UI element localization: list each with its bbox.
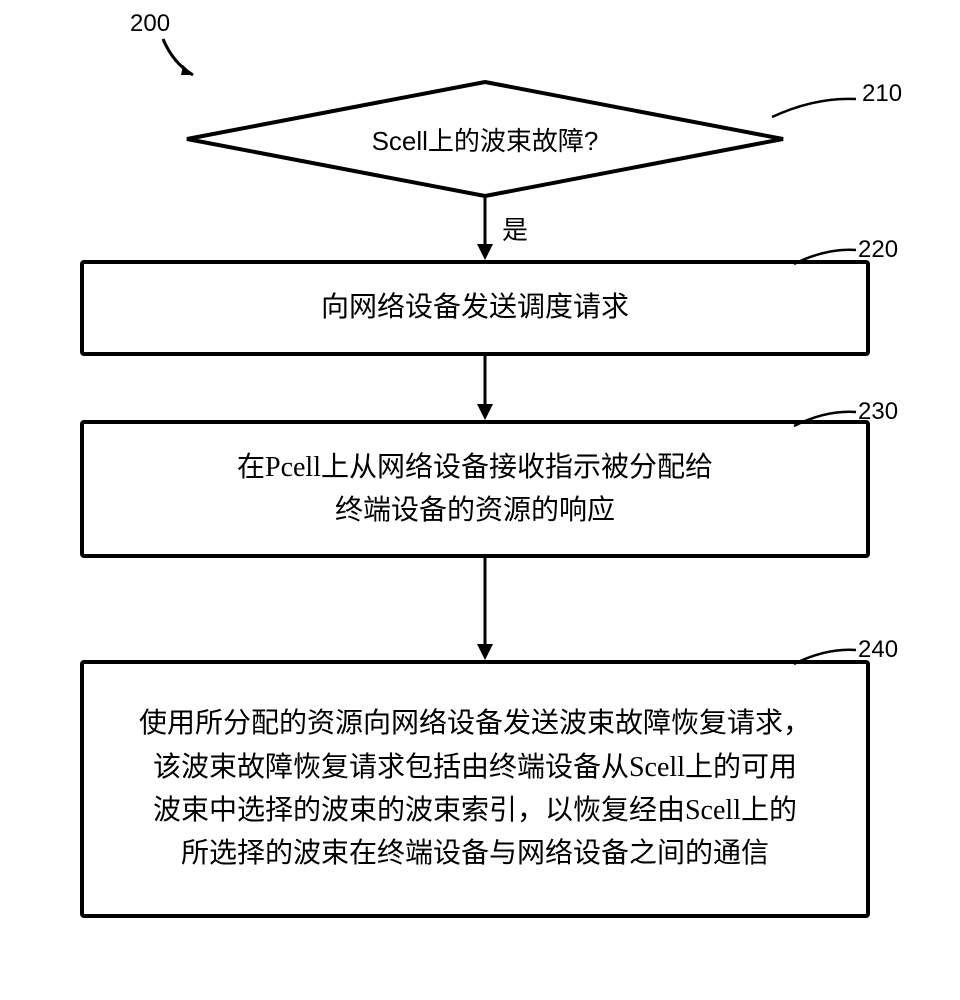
- decision-ref-leader: [770, 95, 860, 125]
- step1-ref-leader: [792, 246, 860, 268]
- decision-ref-label: 210: [862, 80, 902, 108]
- step1-box: 向网络设备发送调度请求: [80, 260, 870, 356]
- step3-line4: 所选择的波束在终端设备与网络设备之间的通信: [181, 838, 769, 869]
- arrow-step2-to-step3: [470, 558, 500, 662]
- flowchart-container: 200 Scell上的波束故障? 210 是 向网络设备发送调度请求 220 在…: [0, 0, 960, 1000]
- decision-text: Scell上的波束故障?: [185, 80, 785, 198]
- figure-ref-main: 200: [130, 10, 170, 38]
- step1-ref-label: 220: [858, 236, 898, 264]
- step3-text: 使用所分配的资源向网络设备发送波束故障恢复请求， 该波束故障恢复请求包括由终端设…: [139, 702, 811, 876]
- step3-ref-leader: [792, 646, 860, 668]
- step2-line1: 在Pcell上从网络设备接收指示被分配给: [237, 452, 713, 483]
- step3-line1: 使用所分配的资源向网络设备发送波束故障恢复请求，: [139, 708, 811, 739]
- step2-box: 在Pcell上从网络设备接收指示被分配给 终端设备的资源的响应: [80, 420, 870, 558]
- step2-line2: 终端设备的资源的响应: [335, 495, 615, 526]
- step2-ref-leader: [792, 408, 860, 430]
- ref-main-arrow: [155, 35, 215, 85]
- arrow-decision-to-step1: [470, 196, 500, 262]
- step3-box: 使用所分配的资源向网络设备发送波束故障恢复请求， 该波束故障恢复请求包括由终端设…: [80, 660, 870, 918]
- yes-label: 是: [502, 210, 528, 247]
- step3-ref-label: 240: [858, 636, 898, 664]
- step2-ref-label: 230: [858, 398, 898, 426]
- step2-text: 在Pcell上从网络设备接收指示被分配给 终端设备的资源的响应: [237, 446, 713, 533]
- arrow-step1-to-step2: [470, 356, 500, 422]
- step3-line3: 波束中选择的波束的波束索引，以恢复经由Scell上的: [153, 795, 797, 826]
- step1-text: 向网络设备发送调度请求: [321, 286, 629, 329]
- step3-line2: 该波束故障恢复请求包括由终端设备从Scell上的可用: [153, 752, 797, 783]
